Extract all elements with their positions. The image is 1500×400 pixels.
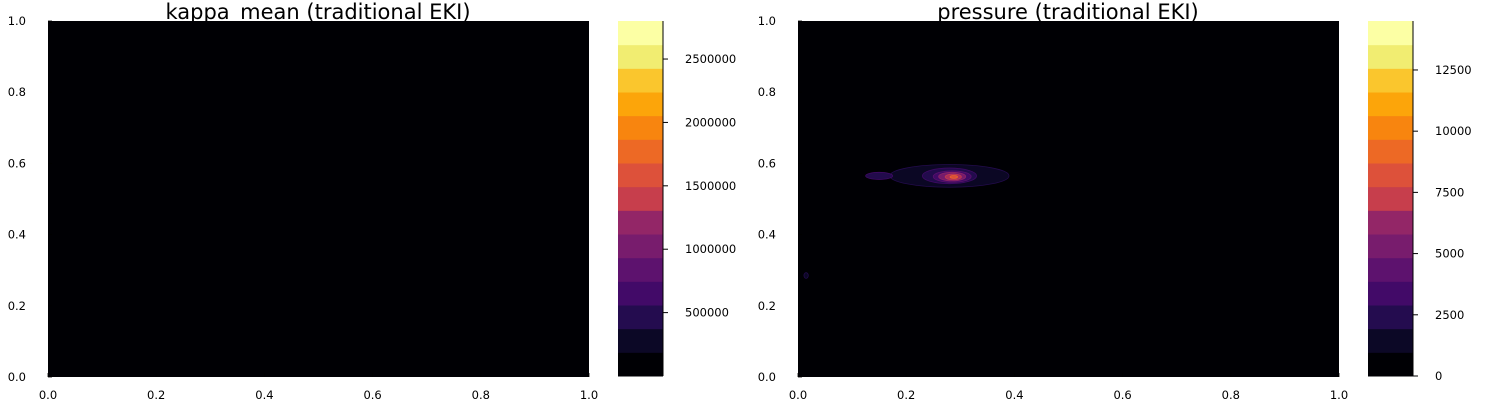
colorbar-tick-label: 2000000 [685, 115, 736, 129]
colorbar-band [618, 92, 663, 117]
colorbar-band [618, 21, 663, 46]
y-tick-label: 1.0 [758, 14, 776, 28]
colorbar-band [618, 234, 663, 259]
colorbar-tick-label: 12500 [1435, 63, 1472, 77]
colorbar-band [1368, 234, 1413, 259]
x-tick-label: 0.0 [39, 388, 57, 400]
x-tick-label: 1.0 [580, 388, 598, 400]
y-tick-label: 0.4 [8, 228, 26, 242]
colorbar-tick-label: 10000 [1435, 124, 1472, 138]
x-tick-label: 0.0 [789, 388, 807, 400]
contour-region [803, 272, 809, 279]
plot-area [798, 21, 1339, 377]
colorbar-band [1368, 139, 1413, 164]
colorbar-tick-label: 5000 [1435, 247, 1464, 261]
chart-title: kappa_mean (traditional EKI) [165, 0, 470, 25]
colorbar-band [1368, 281, 1413, 306]
colorbar-tick-label: 500000 [685, 306, 729, 320]
x-tick-label: 0.6 [1113, 388, 1131, 400]
colorbar-band [1368, 44, 1413, 69]
x-tick-label: 0.8 [1222, 388, 1240, 400]
colorbar-band [618, 44, 663, 69]
colorbar-band [618, 281, 663, 306]
contour-field [798, 21, 1339, 377]
colorbar-band [618, 305, 663, 330]
y-tick-label: 0.2 [8, 299, 26, 313]
colorbar-band [1368, 210, 1413, 235]
y-axis-ticks: 0.0 0.2 0.4 0.6 0.8 1.0 [8, 14, 52, 384]
colorbar-band [618, 328, 663, 353]
colorbar: 500000 1000000 1500000 2000000 2500000 [618, 21, 736, 377]
colorbar-tick-label: 1000000 [685, 242, 736, 256]
colorbar-band [1368, 328, 1413, 353]
contour-region [865, 171, 894, 180]
x-tick-label: 1.0 [1330, 388, 1348, 400]
x-tick-label: 0.4 [255, 388, 273, 400]
colorbar-band [618, 115, 663, 140]
colorbar-tick-label: 2500000 [685, 52, 736, 66]
colorbar-band [618, 352, 663, 377]
y-tick-label: 0.8 [758, 85, 776, 99]
x-axis-ticks: 0.0 0.2 0.4 0.6 0.8 1.0 [789, 373, 1348, 400]
y-tick-label: 0.0 [8, 370, 26, 384]
y-tick-label: 1.0 [8, 14, 26, 28]
colorbar-band [618, 257, 663, 282]
colorbar-band [618, 68, 663, 93]
colorbar-tick-label: 7500 [1435, 185, 1464, 199]
x-tick-label: 0.2 [147, 388, 165, 400]
x-axis-ticks: 0.0 0.2 0.4 0.6 0.8 1.0 [39, 373, 598, 400]
colorbar-band [1368, 92, 1413, 117]
y-tick-label: 0.8 [8, 85, 26, 99]
colorbar-band [1368, 257, 1413, 282]
y-tick-label: 0.6 [8, 156, 26, 170]
y-tick-label: 0.6 [758, 156, 776, 170]
colorbar-band [618, 163, 663, 188]
colorbar-band [618, 139, 663, 164]
x-tick-label: 0.4 [1005, 388, 1023, 400]
pressure-panel: pressure (traditional EKI) 0.0 0.2 0.4 0.6 0… [758, 0, 1472, 400]
colorbar-band [618, 210, 663, 235]
colorbar-band [1368, 115, 1413, 140]
x-tick-label: 0.6 [363, 388, 381, 400]
colorbar-tick-label: 1500000 [685, 179, 736, 193]
colorbar-band [1368, 68, 1413, 93]
colorbar-band [1368, 21, 1413, 46]
colorbar-band [618, 186, 663, 211]
colorbar-tick-label: 0 [1435, 369, 1442, 383]
contour-field [48, 21, 589, 377]
colorbar-tick-label: 2500 [1435, 308, 1464, 322]
plot-area [48, 21, 589, 377]
colorbar-band [1368, 305, 1413, 330]
kappa-mean-panel: kappa_mean (traditional EKI) 0.0 0.2 0.4 0.… [8, 0, 737, 400]
colorbar-band [1368, 163, 1413, 188]
x-tick-label: 0.8 [472, 388, 490, 400]
colorbar-band [1368, 186, 1413, 211]
contour-region [949, 175, 958, 179]
colorbar: 0 2500 5000 7500 10000 12500 [1368, 21, 1472, 383]
y-tick-label: 0.4 [758, 228, 776, 242]
x-tick-label: 0.2 [897, 388, 915, 400]
y-axis-ticks: 0.0 0.2 0.4 0.6 0.8 1.0 [758, 14, 802, 384]
y-tick-label: 0.2 [758, 299, 776, 313]
colorbar-band [1368, 352, 1413, 377]
y-tick-label: 0.0 [758, 370, 776, 384]
chart-title: pressure (traditional EKI) [937, 0, 1199, 24]
